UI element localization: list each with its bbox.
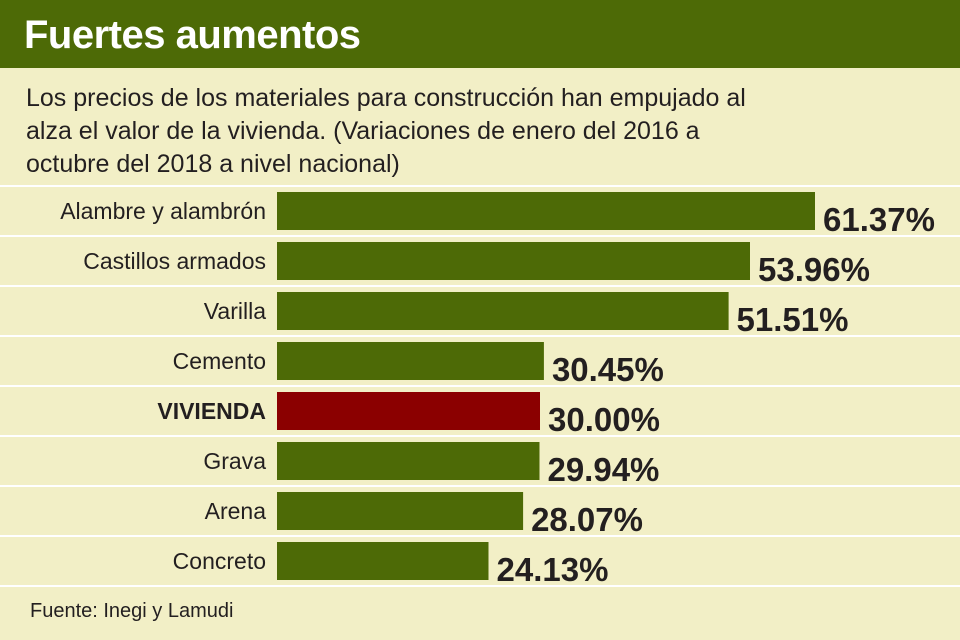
category-label: Arena — [205, 498, 267, 524]
chart-title: Fuertes aumentos — [24, 13, 361, 57]
category-label: Castillos armados — [83, 248, 266, 274]
category-label: VIVIENDA — [157, 398, 266, 424]
category-label: Varilla — [204, 298, 266, 324]
value-label: 61.37% — [823, 201, 935, 238]
category-label: Cemento — [173, 348, 266, 374]
value-label: 30.45% — [552, 351, 664, 388]
bar-castillos-armados — [277, 242, 750, 280]
bar-varilla — [277, 292, 729, 330]
bar-concreto — [277, 542, 489, 580]
bar-cemento — [277, 342, 544, 380]
header-banner: Fuertes aumentos — [0, 0, 960, 68]
bar-arena — [277, 492, 524, 530]
value-label: 53.96% — [758, 251, 870, 288]
category-label: Grava — [203, 448, 266, 474]
value-label: 29.94% — [547, 451, 659, 488]
source-note: Fuente: Inegi y Lamudi — [30, 600, 234, 622]
bar-alambre-y-alambr-n — [277, 192, 815, 230]
chart-subtitle: Los precios de los materiales para const… — [26, 84, 746, 178]
bar-vivienda — [277, 392, 540, 430]
bar-grava — [277, 442, 540, 480]
value-label: 51.51% — [737, 301, 849, 338]
value-label: 30.00% — [548, 401, 660, 438]
category-label: Concreto — [173, 548, 266, 574]
value-label: 28.07% — [531, 501, 643, 538]
value-label: 24.13% — [497, 551, 609, 588]
category-label: Alambre y alambrón — [60, 198, 266, 224]
